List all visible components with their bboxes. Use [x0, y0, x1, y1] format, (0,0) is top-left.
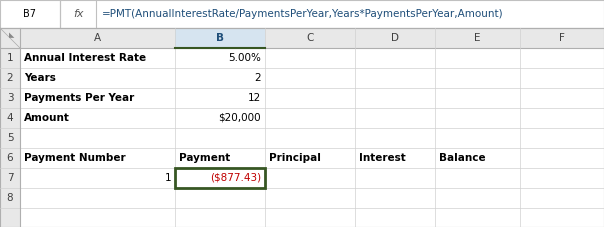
Text: Amount: Amount: [24, 113, 70, 123]
Text: ($877.43): ($877.43): [210, 173, 261, 183]
Bar: [0, 28, 604, 227]
Text: 8: 8: [7, 193, 13, 203]
Text: ($877.43): ($877.43): [210, 173, 261, 183]
Text: ◣: ◣: [9, 32, 14, 38]
Text: Balance: Balance: [439, 153, 486, 163]
Text: A: A: [94, 33, 101, 43]
Text: F: F: [559, 33, 565, 43]
Text: 6: 6: [7, 153, 13, 163]
Text: Payment: Payment: [179, 153, 230, 163]
Bar: [0, 28, 20, 227]
Text: Interest: Interest: [359, 153, 406, 163]
Text: B: B: [216, 33, 224, 43]
Text: Principal: Principal: [269, 153, 321, 163]
Bar: [0, 28, 604, 48]
Text: 1: 1: [164, 173, 171, 183]
Text: E: E: [474, 33, 481, 43]
Text: 12: 12: [248, 93, 261, 103]
Text: C: C: [306, 33, 313, 43]
Text: 5.00%: 5.00%: [228, 53, 261, 63]
Text: 7: 7: [7, 173, 13, 183]
Text: $20,000: $20,000: [219, 113, 261, 123]
Text: 5: 5: [7, 133, 13, 143]
Text: D: D: [391, 33, 399, 43]
Text: B7: B7: [24, 9, 36, 19]
Text: Annual Interest Rate: Annual Interest Rate: [24, 53, 146, 63]
Bar: [0, 0, 604, 28]
Bar: [175, 168, 265, 188]
Bar: [0, 0, 60, 28]
Text: =PMT(AnnualInterestRate/PaymentsPerYear,Years*PaymentsPerYear,Amount): =PMT(AnnualInterestRate/PaymentsPerYear,…: [102, 9, 504, 19]
Text: 2: 2: [7, 73, 13, 83]
Text: Years: Years: [24, 73, 56, 83]
Bar: [175, 28, 265, 48]
Bar: [0, 28, 604, 227]
Bar: [175, 168, 265, 188]
Text: 4: 4: [7, 113, 13, 123]
Text: Payments Per Year: Payments Per Year: [24, 93, 134, 103]
Text: 1: 1: [7, 53, 13, 63]
Text: fx: fx: [72, 9, 83, 19]
Text: Payment Number: Payment Number: [24, 153, 126, 163]
Text: 3: 3: [7, 93, 13, 103]
Text: 2: 2: [254, 73, 261, 83]
